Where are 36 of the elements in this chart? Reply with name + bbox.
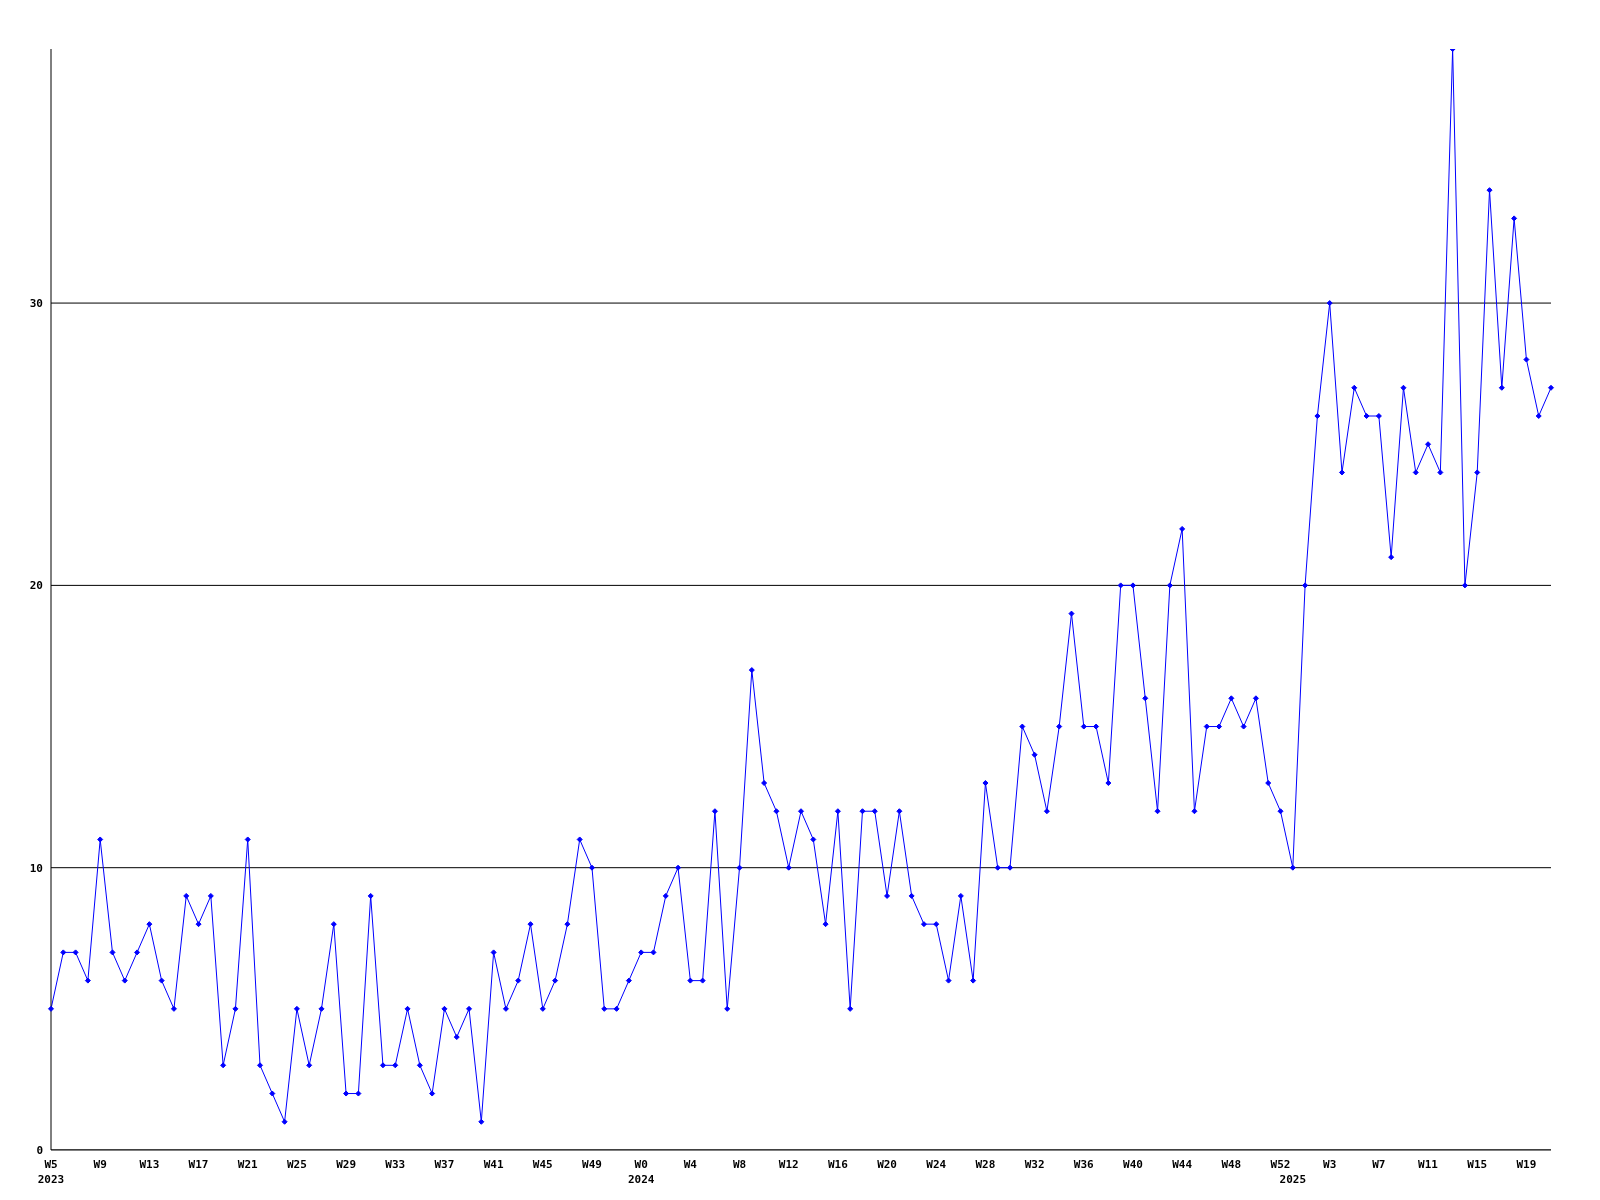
x-tick-label: W37 xyxy=(434,1158,455,1171)
x-tick-label: W12 xyxy=(778,1158,799,1171)
x-tick-label: W33 xyxy=(385,1158,406,1171)
x-tick-label: W8 xyxy=(732,1158,747,1171)
x-tick-label: W21 xyxy=(237,1158,259,1171)
x-tick-label: W0 2024 xyxy=(627,1158,655,1186)
x-tick-label: W40 xyxy=(1123,1158,1143,1171)
x-tick-label: W25 xyxy=(286,1158,307,1171)
x-tick-label: 2025 xyxy=(1279,1173,1307,1186)
x-tick-label: W13 xyxy=(139,1158,160,1171)
y-tick-label: 0 xyxy=(36,1143,43,1157)
y-tick-label: 20 xyxy=(29,579,43,593)
x-tick-label: W52 xyxy=(1270,1158,1291,1171)
x-tick-label: W15 xyxy=(1467,1158,1488,1171)
x-tick-label: W17 xyxy=(188,1158,209,1171)
x-tick-label: W32 xyxy=(1024,1158,1045,1171)
x-tick-label: W28 xyxy=(975,1158,996,1171)
x-tick-label: W44 xyxy=(1172,1158,1193,1171)
x-tick-label: W7 xyxy=(1372,1158,1386,1171)
x-tick-label: W4 xyxy=(683,1158,698,1171)
y-tick-label: 30 xyxy=(29,296,43,310)
x-tick-label: W36 xyxy=(1073,1158,1095,1171)
x-tick-label: W19 xyxy=(1516,1158,1537,1171)
x-tick-label: W41 xyxy=(483,1158,504,1171)
x-tick-label: W48 xyxy=(1221,1158,1242,1171)
x-tick-label: W11 xyxy=(1418,1158,1439,1171)
x-tick-label: W5 2023 xyxy=(37,1158,65,1186)
x-tick-label: W3 xyxy=(1323,1158,1337,1171)
x-tick-label: W9 xyxy=(93,1158,107,1171)
x-tick-label: W49 xyxy=(582,1158,602,1171)
x-tick-label: W29 xyxy=(336,1158,357,1171)
x-tick-label: W16 xyxy=(827,1158,849,1171)
y-tick-label: 10 xyxy=(29,861,43,875)
x-tick-label: W45 xyxy=(532,1158,553,1171)
x-tick-label: W20 xyxy=(877,1158,897,1171)
x-tick-label: W24 xyxy=(926,1158,947,1171)
